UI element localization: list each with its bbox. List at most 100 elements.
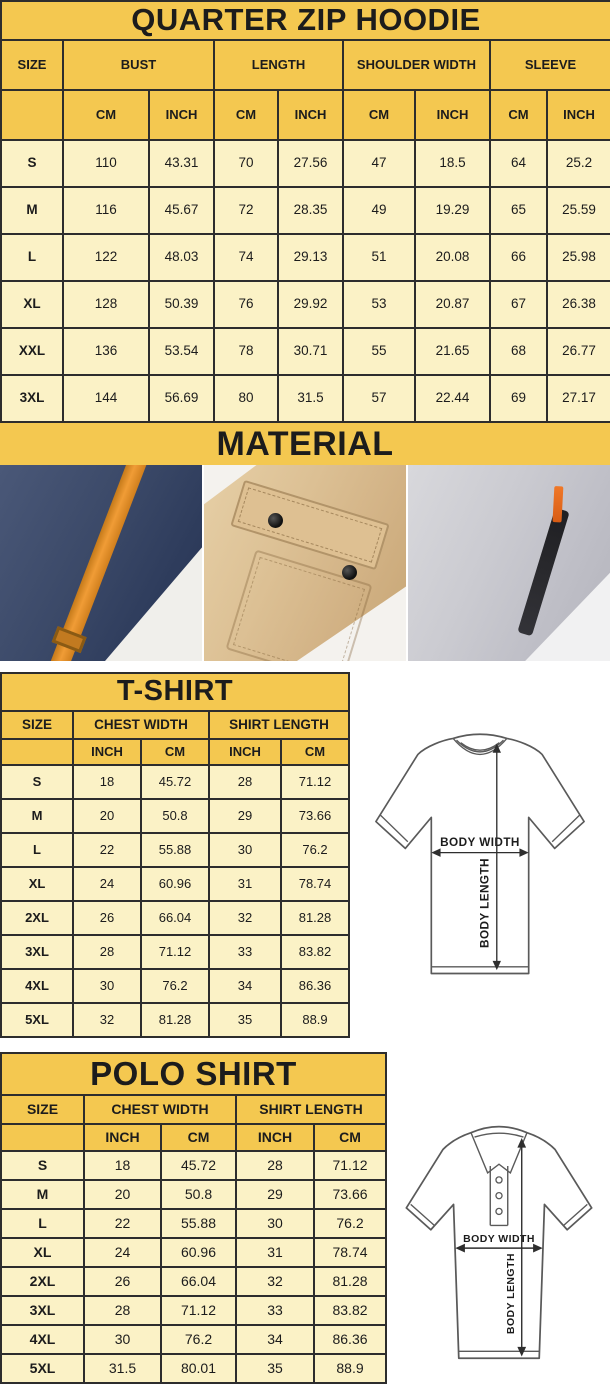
body-width-arrow: BODY WIDTH: [454, 1234, 543, 1253]
body-length-label: BODY LENGTH: [478, 858, 491, 948]
unit-header-inch: INCH: [545, 89, 610, 141]
polo-diagram: BODY WIDTH BODY LENGTH: [387, 1052, 610, 1384]
cell: 26.77: [545, 327, 610, 376]
cell: 26: [83, 1266, 162, 1297]
cell: 24: [72, 866, 142, 902]
col-header-chest-width: CHEST WIDTH: [83, 1094, 237, 1125]
cell: 51: [342, 233, 416, 282]
unit-header-cm: CM: [280, 738, 350, 766]
unit-header-inch: INCH: [83, 1123, 162, 1152]
material-photo-gray-zipper: [408, 465, 610, 661]
size-cell: S: [0, 764, 74, 800]
cell: 50.39: [148, 280, 215, 329]
size-cell: 4XL: [0, 968, 74, 1004]
cell: 29: [235, 1179, 315, 1210]
cell: 32: [235, 1266, 315, 1297]
cell: 24: [83, 1237, 162, 1268]
size-cell: S: [0, 139, 64, 188]
cell: 144: [62, 374, 150, 423]
size-cell: 3XL: [0, 934, 74, 970]
cell: 71.12: [160, 1295, 237, 1326]
size-cell: M: [0, 186, 64, 235]
cell: 69: [489, 374, 548, 423]
unit-header-cm: CM: [160, 1123, 237, 1152]
table-row: 3XL 28 71.12 33 83.82: [0, 1295, 388, 1326]
cell: 27.17: [545, 374, 610, 423]
cell: 30.71: [277, 327, 344, 376]
cell: 20.87: [414, 280, 491, 329]
cell: 70: [213, 139, 279, 188]
col-header-size: SIZE: [0, 39, 64, 91]
size-cell: 5XL: [0, 1353, 85, 1384]
cell: 73.66: [312, 1179, 388, 1210]
body-width-label: BODY WIDTH: [440, 836, 520, 849]
snap-button: [342, 565, 357, 580]
cell: 67: [489, 280, 548, 329]
unit-header-cm: CM: [342, 89, 416, 141]
unit-header-inch: INCH: [235, 1123, 315, 1152]
cell: 20.08: [414, 233, 491, 282]
table-row: 5XL 31.5 80.01 35 88.9: [0, 1353, 388, 1384]
material-photo-navy-drawstring: [0, 465, 202, 661]
size-cell: L: [0, 832, 74, 868]
table-row: M 116 45.67 72 28.35 49 19.29 65 25.59: [0, 186, 610, 235]
cell: 29: [208, 798, 282, 834]
size-cell: M: [0, 798, 74, 834]
cell: 45.72: [140, 764, 210, 800]
col-header-shirt-length: SHIRT LENGTH: [234, 1094, 388, 1125]
cell: 26: [72, 900, 142, 936]
cell: 80: [213, 374, 279, 423]
table-row: 3XL 144 56.69 80 31.5 57 22.44 69 27.17: [0, 374, 610, 423]
table-row: 2XL 26 66.04 32 81.28: [0, 1266, 388, 1297]
snap-button: [268, 513, 283, 528]
cell: 56.69: [148, 374, 215, 423]
size-cell: 2XL: [0, 900, 74, 936]
cell: 88.9: [280, 1002, 350, 1038]
cell: 18.5: [414, 139, 491, 188]
cell: 45.67: [148, 186, 215, 235]
cell: 78: [213, 327, 279, 376]
col-header-size: SIZE: [0, 710, 74, 740]
cell: 110: [62, 139, 150, 188]
polo-size-table: POLO SHIRT SIZE CHEST WIDTH SHIRT LENGTH…: [0, 1052, 388, 1384]
cell: 116: [62, 186, 150, 235]
cell: 53.54: [148, 327, 215, 376]
strap-buckle: [51, 626, 87, 654]
cell: 22: [72, 832, 142, 868]
table-row: S 18 45.72 28 71.12: [0, 764, 350, 800]
material-photo-khaki-pocket: [204, 465, 406, 661]
table-row: XL 24 60.96 31 78.74: [0, 866, 350, 902]
table-row: L 22 55.88 30 76.2: [0, 832, 350, 868]
unit-header-inch: INCH: [277, 89, 344, 141]
cell: 25.98: [545, 233, 610, 282]
cell: 71.12: [280, 764, 350, 800]
cell: 20: [72, 798, 142, 834]
unit-header-inch: INCH: [148, 89, 215, 141]
cell: 66.04: [140, 900, 210, 936]
cell: 28: [208, 764, 282, 800]
unit-header-empty: [0, 89, 64, 141]
cell: 35: [235, 1353, 315, 1384]
cell: 66.04: [160, 1266, 237, 1297]
size-cell: L: [0, 1208, 85, 1239]
cell: 31: [235, 1237, 315, 1268]
cell: 81.28: [312, 1266, 388, 1297]
table-row: M 20 50.8 29 73.66: [0, 798, 350, 834]
zipper: [517, 486, 570, 637]
unit-header-inch: INCH: [72, 738, 142, 766]
unit-header-cm: CM: [213, 89, 279, 141]
cell: 122: [62, 233, 150, 282]
material-photos: [0, 465, 610, 661]
cell: 45.72: [160, 1150, 237, 1181]
cell: 31.5: [83, 1353, 162, 1384]
cell: 60.96: [140, 866, 210, 902]
cell: 71.12: [140, 934, 210, 970]
cell: 29.13: [277, 233, 344, 282]
cell: 60.96: [160, 1237, 237, 1268]
size-cell: 2XL: [0, 1266, 85, 1297]
cell: 136: [62, 327, 150, 376]
cell: 83.82: [312, 1295, 388, 1326]
cell: 86.36: [280, 968, 350, 1004]
body-width-arrow: BODY WIDTH: [431, 836, 529, 857]
cell: 28: [83, 1295, 162, 1326]
